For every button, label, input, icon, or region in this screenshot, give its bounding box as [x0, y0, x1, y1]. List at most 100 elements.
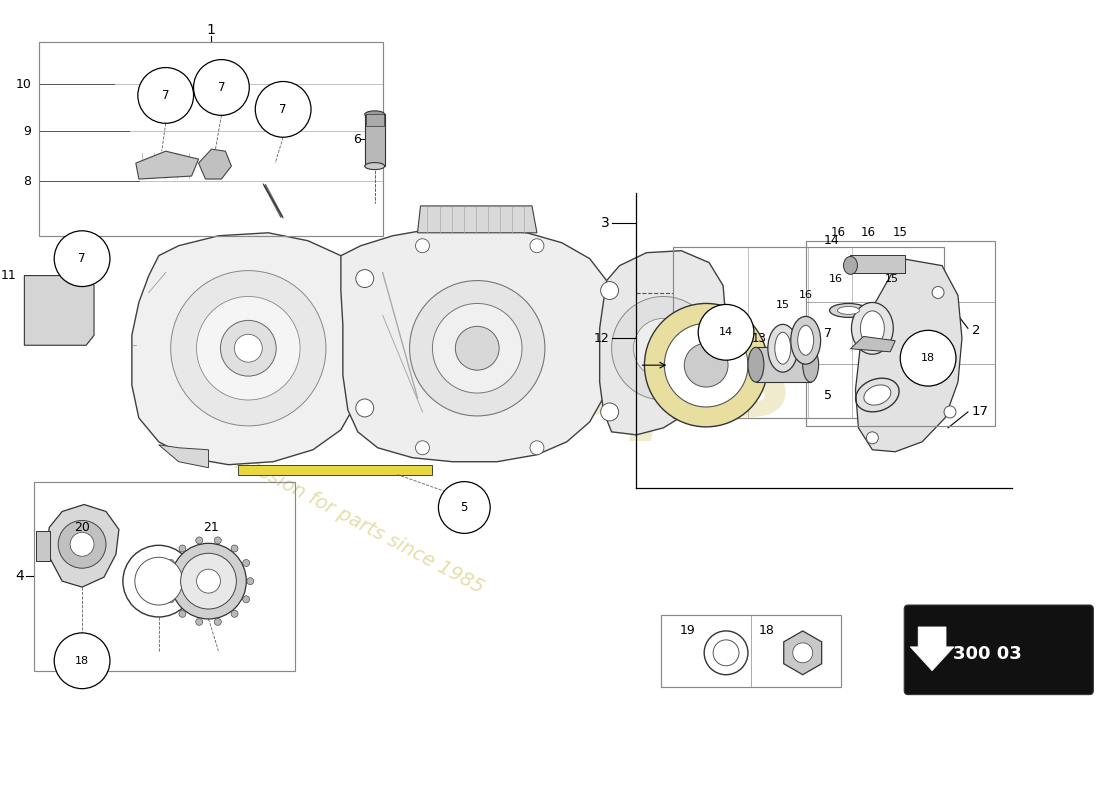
- Circle shape: [793, 643, 813, 662]
- Text: 300 03: 300 03: [954, 645, 1022, 663]
- Text: 6: 6: [353, 133, 361, 146]
- Polygon shape: [198, 149, 231, 179]
- Circle shape: [900, 330, 956, 386]
- Text: 16: 16: [828, 274, 843, 283]
- Ellipse shape: [851, 302, 893, 354]
- Polygon shape: [24, 275, 94, 346]
- Ellipse shape: [231, 545, 238, 552]
- Text: 11: 11: [1, 269, 16, 282]
- Ellipse shape: [365, 111, 385, 118]
- Bar: [661, 615, 840, 686]
- Ellipse shape: [214, 537, 221, 544]
- Circle shape: [601, 403, 618, 421]
- Circle shape: [194, 60, 250, 115]
- Ellipse shape: [231, 610, 238, 618]
- Circle shape: [170, 270, 326, 426]
- Circle shape: [220, 320, 276, 376]
- Polygon shape: [158, 445, 209, 468]
- Bar: [40, 42, 383, 236]
- Ellipse shape: [365, 162, 385, 170]
- Text: 9: 9: [23, 125, 31, 138]
- Ellipse shape: [196, 537, 202, 544]
- Bar: [34, 482, 295, 670]
- Ellipse shape: [768, 324, 798, 372]
- FancyBboxPatch shape: [904, 605, 1093, 694]
- Ellipse shape: [748, 347, 763, 382]
- Text: 14: 14: [824, 234, 839, 247]
- Polygon shape: [418, 206, 537, 233]
- Text: 7: 7: [78, 252, 86, 265]
- Text: a passion for parts since 1985: a passion for parts since 1985: [218, 442, 487, 597]
- Text: 1: 1: [207, 22, 216, 37]
- Polygon shape: [135, 151, 198, 179]
- Polygon shape: [46, 505, 119, 587]
- Text: 5: 5: [461, 501, 468, 514]
- Circle shape: [416, 238, 429, 253]
- Circle shape: [932, 286, 944, 298]
- Polygon shape: [783, 631, 822, 674]
- Text: 3: 3: [601, 216, 609, 230]
- Bar: [805, 241, 994, 426]
- Text: 7: 7: [162, 89, 169, 102]
- Bar: [239, 465, 432, 474]
- Circle shape: [180, 554, 236, 609]
- Circle shape: [455, 326, 499, 370]
- Circle shape: [645, 303, 768, 427]
- Bar: [36, 531, 51, 562]
- Circle shape: [234, 334, 262, 362]
- Ellipse shape: [167, 559, 174, 566]
- Ellipse shape: [179, 610, 186, 618]
- Polygon shape: [910, 627, 954, 670]
- Circle shape: [713, 640, 739, 666]
- Circle shape: [355, 270, 374, 287]
- Text: 5: 5: [824, 389, 832, 402]
- Text: 16: 16: [861, 226, 876, 239]
- Text: 10: 10: [15, 78, 31, 91]
- Ellipse shape: [860, 311, 884, 346]
- Circle shape: [58, 521, 106, 568]
- Ellipse shape: [243, 596, 250, 602]
- Text: 16: 16: [830, 226, 846, 239]
- Text: 7: 7: [824, 327, 832, 340]
- Polygon shape: [600, 250, 726, 435]
- Ellipse shape: [844, 257, 857, 274]
- Ellipse shape: [774, 332, 791, 364]
- Circle shape: [170, 543, 246, 619]
- Circle shape: [634, 318, 693, 378]
- Circle shape: [197, 570, 220, 593]
- Text: 18: 18: [75, 656, 89, 666]
- Bar: [756, 347, 811, 382]
- Text: 18: 18: [759, 625, 774, 638]
- Circle shape: [70, 532, 94, 556]
- Circle shape: [867, 432, 878, 444]
- Bar: [366, 114, 384, 126]
- Circle shape: [409, 281, 544, 416]
- Text: 21: 21: [204, 521, 219, 534]
- Text: 17: 17: [972, 406, 989, 418]
- Circle shape: [530, 441, 543, 454]
- Bar: [850, 255, 905, 274]
- Ellipse shape: [163, 578, 170, 585]
- Text: 15: 15: [886, 274, 900, 283]
- Text: 14: 14: [719, 327, 733, 338]
- Circle shape: [698, 305, 754, 360]
- Circle shape: [530, 238, 543, 253]
- Polygon shape: [856, 258, 962, 452]
- Text: 8: 8: [23, 174, 31, 187]
- Ellipse shape: [798, 326, 814, 355]
- Polygon shape: [341, 229, 614, 462]
- Circle shape: [135, 558, 183, 605]
- Ellipse shape: [803, 347, 818, 382]
- Ellipse shape: [179, 545, 186, 552]
- Text: 16: 16: [799, 290, 813, 301]
- Circle shape: [601, 282, 618, 299]
- Circle shape: [54, 230, 110, 286]
- Text: 13: 13: [751, 332, 767, 345]
- Text: 4: 4: [15, 569, 24, 583]
- Circle shape: [416, 441, 429, 454]
- Text: 15: 15: [893, 226, 907, 239]
- Circle shape: [432, 303, 522, 393]
- Ellipse shape: [196, 618, 202, 626]
- Text: 12: 12: [594, 332, 609, 345]
- Circle shape: [684, 343, 728, 387]
